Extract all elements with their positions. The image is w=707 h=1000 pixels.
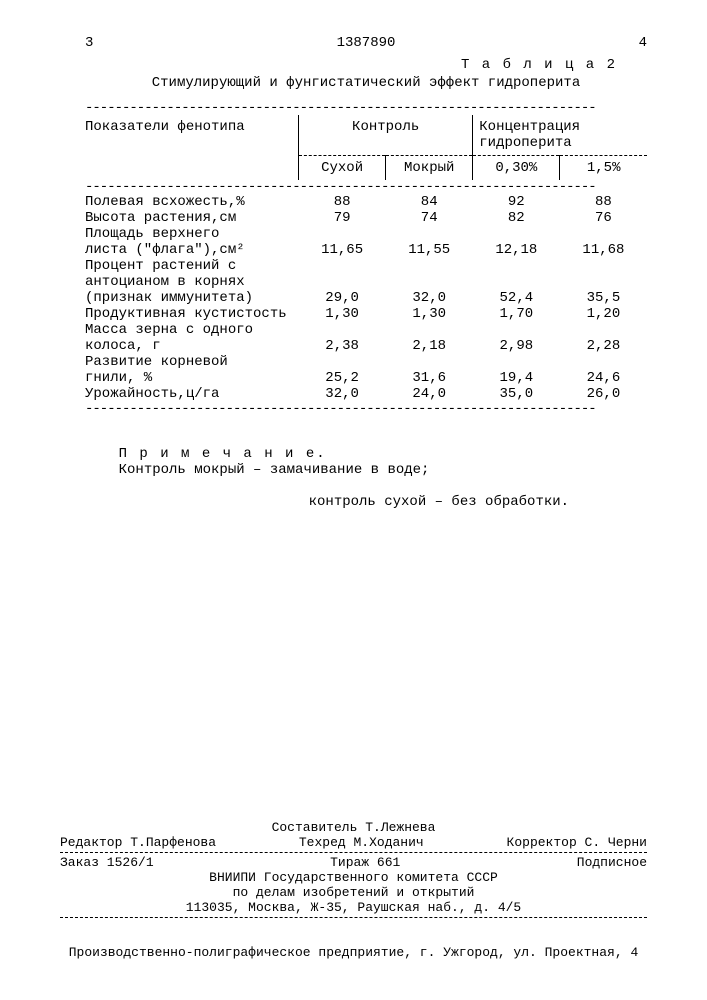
- table-rule-bottom: ----------------------------------------…: [85, 402, 647, 416]
- note-line2: контроль сухой – без обработки.: [119, 494, 569, 510]
- row-value: 82: [473, 210, 560, 226]
- editor: Редактор Т.Парфенова: [60, 835, 216, 850]
- table-rule-mid: ----------------------------------------…: [85, 180, 647, 194]
- row-value: 24,0: [386, 386, 473, 402]
- row-value: 2,98: [473, 322, 560, 354]
- footer-line: Производственно-полиграфическое предприя…: [50, 945, 657, 960]
- org2: по делам изобретений и открытий: [60, 885, 647, 900]
- note-line1: Контроль мокрый – замачивание в воде;: [119, 462, 430, 478]
- col-number-left: 3: [85, 35, 93, 51]
- row-value: 52,4: [473, 258, 560, 306]
- row-value: 32,0: [386, 258, 473, 306]
- row-value: 25,2: [299, 354, 386, 386]
- th-c1: 0,30%: [473, 156, 560, 181]
- colophon: Составитель Т.Лежнева Редактор Т.Парфено…: [60, 820, 647, 920]
- col-number-right: 4: [639, 35, 647, 51]
- data-table: Показатели фенотипа Контроль Концентраци…: [85, 115, 647, 416]
- row-value: 11,55: [386, 226, 473, 258]
- addr: 113035, Москва, Ж-35, Раушская наб., д. …: [60, 900, 647, 915]
- row-label: Площадь верхнего листа ("флага"),см²: [85, 226, 299, 258]
- row-value: 19,4: [473, 354, 560, 386]
- row-label: Развитие корневой гнили, %: [85, 354, 299, 386]
- patent-number: 1387890: [337, 35, 396, 51]
- row-value: 1,70: [473, 306, 560, 322]
- row-value: 1,30: [299, 306, 386, 322]
- corrector: Корректор С. Черни: [507, 835, 647, 850]
- row-value: 76: [560, 210, 647, 226]
- row-value: 79: [299, 210, 386, 226]
- row-label: Продуктивная кустистость: [85, 306, 299, 322]
- table-row: Высота растения,см79748276: [85, 210, 647, 226]
- row-value: 74: [386, 210, 473, 226]
- compiler: Составитель Т.Лежнева: [60, 820, 647, 835]
- row-value: 11,68: [560, 226, 647, 258]
- row-label: Полевая всхожесть,%: [85, 194, 299, 210]
- techred: Техред М.Ходанич: [299, 835, 424, 850]
- table-row: Полевая всхожесть,%88849288: [85, 194, 647, 210]
- row-value: 31,6: [386, 354, 473, 386]
- tirazh: Тираж 661: [330, 855, 400, 870]
- th-control: Контроль: [299, 115, 473, 156]
- th-dry: Сухой: [299, 156, 386, 181]
- row-value: 32,0: [299, 386, 386, 402]
- table-row: Процент растений с антоцианом в корнях (…: [85, 258, 647, 306]
- th-wet: Мокрый: [386, 156, 473, 181]
- row-value: 2,38: [299, 322, 386, 354]
- th-indicator: Показатели фенотипа: [85, 115, 299, 180]
- table-note: П р и м е ч а н и е. Контроль мокрый – з…: [85, 430, 647, 526]
- row-value: 35,0: [473, 386, 560, 402]
- row-label: Высота растения,см: [85, 210, 299, 226]
- row-label: Масса зерна с одного колоса, г: [85, 322, 299, 354]
- th-c2: 1,5%: [560, 156, 647, 181]
- note-lead: П р и м е ч а н и е.: [119, 446, 327, 462]
- row-value: 2,28: [560, 322, 647, 354]
- row-value: 12,18: [473, 226, 560, 258]
- table-row: Развитие корневой гнили, %25,231,619,424…: [85, 354, 647, 386]
- table-rule-top: ----------------------------------------…: [85, 101, 647, 115]
- table-row: Урожайность,ц/га32,024,035,026,0: [85, 386, 647, 402]
- row-label: Процент растений с антоцианом в корнях (…: [85, 258, 299, 306]
- row-value: 24,6: [560, 354, 647, 386]
- table-row: Масса зерна с одного колоса, г2,382,182,…: [85, 322, 647, 354]
- podpis: Подписное: [577, 855, 647, 870]
- row-value: 88: [560, 194, 647, 210]
- row-value: 35,5: [560, 258, 647, 306]
- rule: [60, 852, 647, 853]
- row-value: 11,65: [299, 226, 386, 258]
- row-value: 88: [299, 194, 386, 210]
- row-value: 92: [473, 194, 560, 210]
- table-row: Площадь верхнего листа ("флага"),см²11,6…: [85, 226, 647, 258]
- table-row: Продуктивная кустистость1,301,301,701,20: [85, 306, 647, 322]
- org1: ВНИИПИ Государственного комитета СССР: [60, 870, 647, 885]
- rule2: [60, 917, 647, 918]
- row-label: Урожайность,ц/га: [85, 386, 299, 402]
- table-caption: Стимулирующий и фунгистатический эффект …: [85, 75, 647, 91]
- row-value: 1,20: [560, 306, 647, 322]
- table-label: Т а б л и ц а 2: [85, 57, 647, 73]
- page-header: 3 1387890 4: [85, 35, 647, 51]
- order: Заказ 1526/1: [60, 855, 154, 870]
- row-value: 1,30: [386, 306, 473, 322]
- row-value: 2,18: [386, 322, 473, 354]
- th-concentration: Концентрация гидроперита: [473, 115, 647, 156]
- row-value: 29,0: [299, 258, 386, 306]
- row-value: 84: [386, 194, 473, 210]
- row-value: 26,0: [560, 386, 647, 402]
